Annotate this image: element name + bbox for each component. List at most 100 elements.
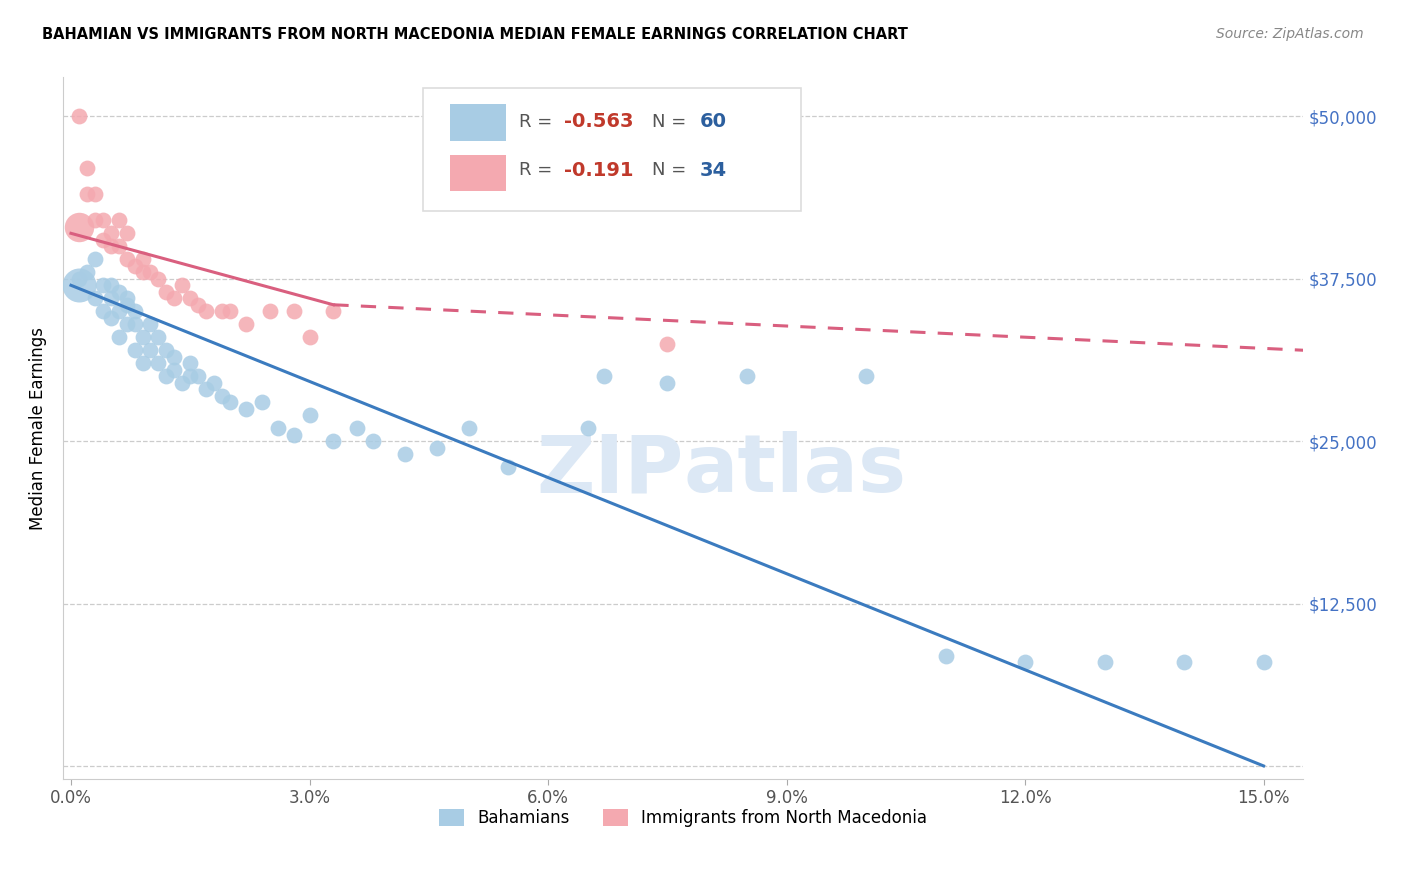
Point (394, 447, 416, 461)
Point (657, 336, 679, 351)
Point (67, 278, 90, 293)
Point (259, 304, 281, 318)
Point (91, 304, 114, 318)
Point (298, 408, 321, 422)
Point (67, 219, 90, 234)
Point (139, 265, 162, 279)
Point (576, 421, 599, 435)
Point (855, 369, 877, 384)
Point (124, 259, 146, 273)
Point (76, 161, 98, 176)
Point (155, 343, 177, 358)
Point (91, 233, 114, 247)
Point (657, 376, 679, 390)
Point (115, 298, 138, 312)
Point (1253, 655, 1275, 669)
Point (283, 427, 305, 442)
Point (250, 395, 273, 409)
Point (148, 356, 170, 370)
Point (131, 356, 153, 370)
Point (163, 291, 186, 305)
Point (148, 272, 170, 286)
Point (172, 278, 194, 293)
Point (195, 382, 218, 396)
Point (179, 356, 201, 370)
Point (322, 304, 344, 318)
Text: -0.563: -0.563 (564, 112, 634, 131)
Point (155, 285, 177, 299)
Point (124, 318, 146, 332)
Point (211, 389, 233, 403)
Point (107, 330, 129, 344)
Point (1094, 655, 1116, 669)
Point (100, 239, 122, 253)
Text: ZIP: ZIP (536, 431, 683, 509)
Text: -0.191: -0.191 (564, 161, 634, 179)
Point (457, 421, 479, 435)
Point (163, 362, 186, 376)
Point (155, 369, 177, 384)
Point (283, 304, 305, 318)
Point (115, 291, 138, 305)
Point (187, 369, 209, 384)
Point (148, 330, 170, 344)
Point (91, 213, 114, 227)
Point (83, 187, 105, 202)
Point (107, 285, 129, 299)
Point (935, 648, 957, 663)
Point (115, 227, 138, 241)
Legend: Bahamians, Immigrants from North Macedonia: Bahamians, Immigrants from North Macedon… (432, 802, 934, 834)
Point (100, 227, 122, 241)
Text: Source: ZipAtlas.com: Source: ZipAtlas.com (1216, 27, 1364, 41)
Point (115, 318, 138, 332)
Point (172, 376, 194, 390)
Point (346, 421, 368, 435)
Point (179, 369, 201, 384)
Point (76, 187, 98, 202)
Text: BAHAMIAN VS IMMIGRANTS FROM NORTH MACEDONIA MEDIAN FEMALE EARNINGS CORRELATION C: BAHAMIAN VS IMMIGRANTS FROM NORTH MACEDO… (42, 27, 908, 42)
Point (592, 369, 614, 384)
Point (131, 330, 153, 344)
Point (124, 304, 146, 318)
Point (1014, 655, 1036, 669)
Text: N =: N = (652, 161, 692, 179)
Point (163, 350, 186, 364)
Y-axis label: Median Female Earnings: Median Female Earnings (30, 326, 46, 530)
Point (1173, 655, 1195, 669)
Point (139, 318, 162, 332)
FancyBboxPatch shape (450, 154, 506, 191)
Text: 34: 34 (699, 161, 727, 179)
Point (100, 310, 122, 325)
Point (124, 343, 146, 358)
Point (83, 213, 105, 227)
FancyBboxPatch shape (423, 88, 801, 211)
Point (139, 343, 162, 358)
Point (107, 213, 129, 227)
Point (195, 304, 218, 318)
Point (235, 318, 257, 332)
Point (131, 252, 153, 267)
Point (496, 460, 519, 475)
Point (107, 304, 129, 318)
Point (76, 265, 98, 279)
Point (187, 298, 209, 312)
Point (131, 265, 153, 279)
Point (107, 239, 129, 253)
Point (100, 278, 122, 293)
Text: atlas: atlas (683, 431, 907, 509)
Text: R =: R = (519, 161, 558, 179)
Point (735, 369, 758, 384)
Point (322, 434, 344, 449)
Point (361, 434, 384, 449)
Point (115, 252, 138, 267)
Point (219, 304, 242, 318)
Point (235, 401, 257, 416)
Text: N =: N = (652, 112, 692, 130)
Point (67, 272, 90, 286)
Point (83, 291, 105, 305)
Point (179, 291, 201, 305)
Point (202, 376, 225, 390)
Point (83, 252, 105, 267)
FancyBboxPatch shape (450, 104, 506, 141)
Point (91, 278, 114, 293)
